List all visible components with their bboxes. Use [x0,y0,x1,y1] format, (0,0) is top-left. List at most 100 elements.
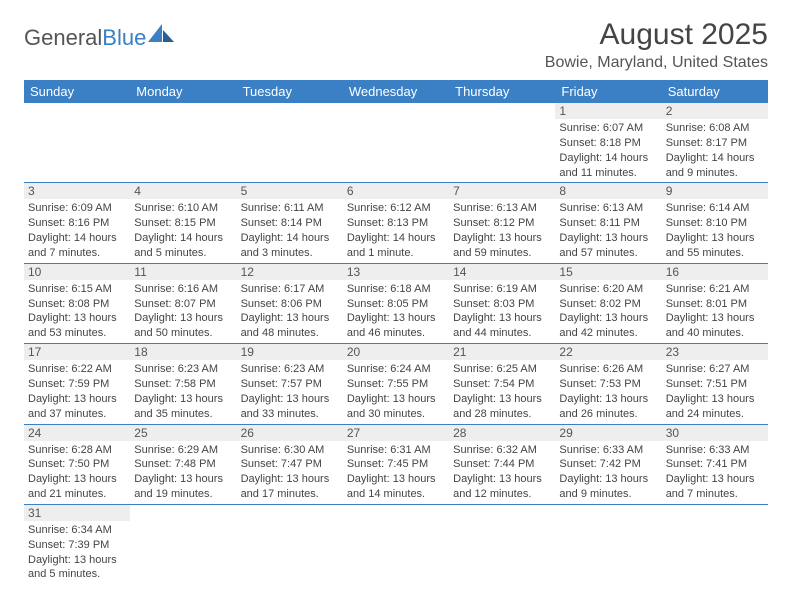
daylight-text: Daylight: 13 hours and 35 minutes. [134,392,232,422]
calendar-cell: 21Sunrise: 6:25 AMSunset: 7:54 PMDayligh… [449,344,555,424]
day-content: Sunrise: 6:10 AMSunset: 8:15 PMDaylight:… [130,199,236,262]
calendar-cell: 3Sunrise: 6:09 AMSunset: 8:16 PMDaylight… [24,183,130,263]
sunrise-text: Sunrise: 6:29 AM [134,443,232,458]
day-number: 12 [237,264,343,280]
day-content: Sunrise: 6:09 AMSunset: 8:16 PMDaylight:… [24,199,130,262]
day-number: 2 [662,103,768,119]
calendar-cell: 24Sunrise: 6:28 AMSunset: 7:50 PMDayligh… [24,424,130,504]
weekday-header: Tuesday [237,80,343,103]
weekday-header: Wednesday [343,80,449,103]
sunrise-text: Sunrise: 6:12 AM [347,201,445,216]
sunset-text: Sunset: 7:39 PM [28,538,126,553]
day-content: Sunrise: 6:14 AMSunset: 8:10 PMDaylight:… [662,199,768,262]
calendar-row: 31Sunrise: 6:34 AMSunset: 7:39 PMDayligh… [24,504,768,584]
sunrise-text: Sunrise: 6:27 AM [666,362,764,377]
daylight-text: Daylight: 13 hours and 9 minutes. [559,472,657,502]
calendar-cell: 26Sunrise: 6:30 AMSunset: 7:47 PMDayligh… [237,424,343,504]
weekday-header-row: Sunday Monday Tuesday Wednesday Thursday… [24,80,768,103]
calendar-cell: 12Sunrise: 6:17 AMSunset: 8:06 PMDayligh… [237,263,343,343]
day-content: Sunrise: 6:28 AMSunset: 7:50 PMDaylight:… [24,441,130,504]
calendar-cell: 11Sunrise: 6:16 AMSunset: 8:07 PMDayligh… [130,263,236,343]
day-content: Sunrise: 6:08 AMSunset: 8:17 PMDaylight:… [662,119,768,182]
daylight-text: Daylight: 13 hours and 14 minutes. [347,472,445,502]
calendar-cell: 14Sunrise: 6:19 AMSunset: 8:03 PMDayligh… [449,263,555,343]
sunset-text: Sunset: 8:07 PM [134,297,232,312]
daylight-text: Daylight: 13 hours and 21 minutes. [28,472,126,502]
sunset-text: Sunset: 7:50 PM [28,457,126,472]
sunset-text: Sunset: 7:58 PM [134,377,232,392]
day-number: 27 [343,425,449,441]
sunset-text: Sunset: 8:11 PM [559,216,657,231]
sunset-text: Sunset: 8:06 PM [241,297,339,312]
weekday-header: Friday [555,80,661,103]
day-number: 17 [24,344,130,360]
day-number: 30 [662,425,768,441]
day-number: 24 [24,425,130,441]
day-content: Sunrise: 6:07 AMSunset: 8:18 PMDaylight:… [555,119,661,182]
sunrise-text: Sunrise: 6:09 AM [28,201,126,216]
calendar-cell: 25Sunrise: 6:29 AMSunset: 7:48 PMDayligh… [130,424,236,504]
calendar-cell [237,504,343,584]
day-number: 20 [343,344,449,360]
calendar-cell: 20Sunrise: 6:24 AMSunset: 7:55 PMDayligh… [343,344,449,424]
sunrise-text: Sunrise: 6:24 AM [347,362,445,377]
daylight-text: Daylight: 13 hours and 55 minutes. [666,231,764,261]
sunrise-text: Sunrise: 6:23 AM [241,362,339,377]
daylight-text: Daylight: 14 hours and 1 minute. [347,231,445,261]
day-number: 15 [555,264,661,280]
day-content: Sunrise: 6:27 AMSunset: 7:51 PMDaylight:… [662,360,768,423]
day-content: Sunrise: 6:19 AMSunset: 8:03 PMDaylight:… [449,280,555,343]
day-content: Sunrise: 6:23 AMSunset: 7:58 PMDaylight:… [130,360,236,423]
title-block: August 2025 Bowie, Maryland, United Stat… [545,18,768,72]
daylight-text: Daylight: 13 hours and 42 minutes. [559,311,657,341]
calendar-cell: 4Sunrise: 6:10 AMSunset: 8:15 PMDaylight… [130,183,236,263]
sunset-text: Sunset: 8:12 PM [453,216,551,231]
calendar-cell: 6 Sunrise: 6:12 AMSunset: 8:13 PMDaylight… [343,183,449,263]
calendar-cell: 16Sunrise: 6:21 AMSunset: 8:01 PMDayligh… [662,263,768,343]
day-content: Sunrise: 6:21 AMSunset: 8:01 PMDaylight:… [662,280,768,343]
sunset-text: Sunset: 7:57 PM [241,377,339,392]
sunset-text: Sunset: 7:44 PM [453,457,551,472]
daylight-text: Daylight: 14 hours and 5 minutes. [134,231,232,261]
daylight-text: Daylight: 13 hours and 53 minutes. [28,311,126,341]
sunrise-text: Sunrise: 6:28 AM [28,443,126,458]
day-content: Sunrise: 6:17 AMSunset: 8:06 PMDaylight:… [237,280,343,343]
day-number: 16 [662,264,768,280]
calendar-row: 17Sunrise: 6:22 AMSunset: 7:59 PMDayligh… [24,344,768,424]
calendar-cell: 10Sunrise: 6:15 AMSunset: 8:08 PMDayligh… [24,263,130,343]
calendar-cell [130,103,236,183]
day-number: 9 [662,183,768,199]
calendar-cell: 27Sunrise: 6:31 AMSunset: 7:45 PMDayligh… [343,424,449,504]
sunrise-text: Sunrise: 6:14 AM [666,201,764,216]
day-content: Sunrise: 6:16 AMSunset: 8:07 PMDaylight:… [130,280,236,343]
daylight-text: Daylight: 13 hours and 46 minutes. [347,311,445,341]
calendar-cell [662,504,768,584]
day-content: Sunrise: 6:23 AMSunset: 7:57 PMDaylight:… [237,360,343,423]
sunset-text: Sunset: 7:42 PM [559,457,657,472]
sunset-text: Sunset: 8:10 PM [666,216,764,231]
sunrise-text: Sunrise: 6:33 AM [666,443,764,458]
calendar-cell: 29Sunrise: 6:33 AMSunset: 7:42 PMDayligh… [555,424,661,504]
day-content: Sunrise: 6:22 AMSunset: 7:59 PMDaylight:… [24,360,130,423]
sunrise-text: Sunrise: 6:22 AM [28,362,126,377]
calendar-cell [24,103,130,183]
sunset-text: Sunset: 8:13 PM [347,216,445,231]
calendar-cell: 15Sunrise: 6:20 AMSunset: 8:02 PMDayligh… [555,263,661,343]
sunrise-text: Sunrise: 6:19 AM [453,282,551,297]
daylight-text: Daylight: 13 hours and 12 minutes. [453,472,551,502]
day-content: Sunrise: 6:33 AMSunset: 7:41 PMDaylight:… [662,441,768,504]
day-number: 18 [130,344,236,360]
sunrise-text: Sunrise: 6:18 AM [347,282,445,297]
sunrise-text: Sunrise: 6:31 AM [347,443,445,458]
day-number: 6 [343,183,449,199]
calendar-cell: 19Sunrise: 6:23 AMSunset: 7:57 PMDayligh… [237,344,343,424]
day-content: Sunrise: 6:26 AMSunset: 7:53 PMDaylight:… [555,360,661,423]
day-number: 11 [130,264,236,280]
daylight-text: Daylight: 14 hours and 3 minutes. [241,231,339,261]
daylight-text: Daylight: 14 hours and 9 minutes. [666,151,764,181]
day-number: 29 [555,425,661,441]
daylight-text: Daylight: 13 hours and 28 minutes. [453,392,551,422]
sunrise-text: Sunrise: 6:30 AM [241,443,339,458]
weekday-header: Saturday [662,80,768,103]
day-content: Sunrise: 6:24 AMSunset: 7:55 PMDaylight:… [343,360,449,423]
